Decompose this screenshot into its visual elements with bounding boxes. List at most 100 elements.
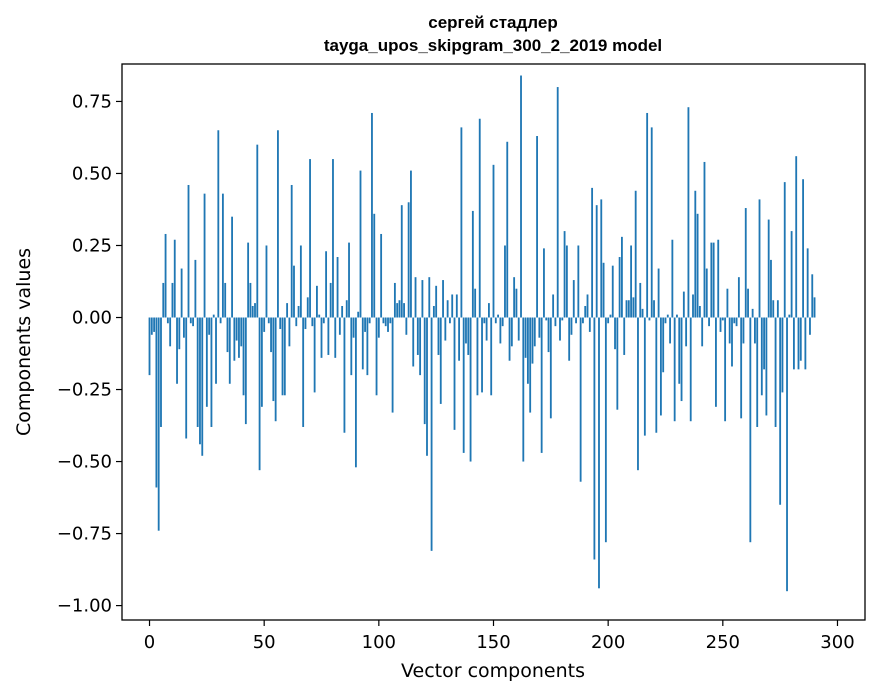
bar-component-100 (377, 317, 380, 338)
bar-component-135 (458, 317, 461, 361)
bar-component-113 (407, 202, 410, 318)
y-tick-label: 0.00 (72, 308, 112, 329)
bar-component-121 (426, 317, 428, 456)
bar-component-217 (646, 112, 649, 318)
bar-component-244 (708, 317, 710, 327)
bar-component-119 (421, 280, 424, 318)
bar-component-179 (559, 317, 561, 341)
bar-component-78 (327, 317, 330, 355)
bar-component-125 (435, 285, 438, 318)
bar-component-211 (632, 297, 635, 318)
bar-component-101 (380, 233, 383, 318)
bar-component-151 (494, 317, 497, 324)
bar-component-223 (659, 317, 662, 416)
y-tick-label: −1.00 (57, 596, 112, 617)
bar-component-89 (352, 317, 355, 338)
bar-component-81 (334, 317, 337, 358)
bar-component-238 (694, 190, 697, 318)
bar-component-246 (712, 242, 715, 318)
bar-component-57 (279, 317, 282, 330)
bar-component-249 (719, 317, 722, 332)
bar-component-1 (150, 317, 153, 335)
bar-component-86 (345, 300, 348, 318)
bar-component-214 (639, 282, 642, 318)
bar-component-92 (359, 170, 362, 318)
bar-component-16 (185, 317, 188, 439)
bar-component-216 (643, 317, 646, 436)
bar-component-22 (199, 317, 201, 445)
bar-component-163 (522, 317, 525, 462)
bar-component-5 (160, 317, 162, 427)
bar-component-191 (586, 294, 589, 318)
bar-component-259 (742, 317, 745, 344)
bar-component-17 (187, 184, 190, 318)
bar-component-255 (733, 317, 736, 324)
bar-component-73 (316, 285, 318, 318)
bar-component-235 (687, 107, 690, 318)
x-tick-label: 200 (591, 632, 625, 653)
bar-component-95 (366, 317, 369, 376)
bar-component-0 (148, 317, 151, 376)
bar-component-200 (607, 317, 610, 324)
bar-component-195 (595, 205, 598, 318)
bar-component-33 (224, 282, 227, 318)
bar-component-192 (588, 317, 591, 332)
bar-component-99 (375, 317, 378, 396)
bar-component-221 (655, 317, 658, 433)
bar-component-130 (446, 300, 449, 318)
bar-component-270 (767, 219, 770, 318)
bar-component-53 (270, 317, 272, 353)
bar-component-185 (572, 280, 575, 318)
bar-component-43 (247, 242, 250, 318)
bar-component-148 (488, 303, 490, 318)
bar-component-109 (398, 300, 401, 318)
bar-component-222 (657, 268, 660, 318)
x-tick-label: 150 (476, 632, 510, 653)
bar-component-30 (217, 130, 220, 318)
bar-component-83 (338, 317, 341, 335)
bar-component-64 (295, 317, 298, 327)
bar-component-82 (336, 257, 339, 318)
bar-component-126 (437, 317, 440, 355)
bar-component-27 (210, 317, 213, 427)
bar-component-117 (416, 317, 419, 355)
bar-component-288 (809, 317, 811, 335)
bar-component-40 (240, 317, 243, 347)
bar-component-52 (267, 317, 270, 324)
bar-component-12 (176, 317, 178, 384)
bar-component-212 (634, 190, 637, 318)
y-tick-label: −0.75 (57, 524, 112, 545)
bar-component-279 (788, 314, 791, 318)
bar-component-198 (602, 262, 605, 318)
bar-component-110 (400, 205, 403, 318)
bar-component-209 (627, 300, 630, 318)
bar-component-70 (309, 159, 311, 318)
bar-component-184 (570, 317, 573, 335)
bar-component-118 (419, 317, 422, 376)
bar-component-156 (506, 141, 509, 318)
bar-component-155 (504, 245, 506, 318)
bar-component-127 (439, 317, 442, 404)
bar-component-154 (501, 317, 504, 327)
bar-component-173 (545, 317, 548, 321)
bar-component-67 (302, 317, 305, 427)
bar-component-10 (171, 282, 174, 318)
bar-component-171 (540, 317, 543, 453)
bar-component-282 (795, 156, 798, 318)
bar-component-158 (510, 317, 513, 347)
bar-component-29 (215, 317, 217, 384)
bar-component-254 (731, 317, 733, 367)
bar-component-39 (238, 317, 240, 358)
bar-component-59 (283, 317, 286, 396)
bar-component-132 (451, 294, 454, 318)
bar-component-88 (350, 317, 353, 376)
bar-component-170 (538, 317, 541, 338)
bar-component-69 (306, 297, 309, 318)
bar-component-265 (756, 317, 759, 427)
bar-component-208 (625, 300, 628, 318)
bar-component-188 (579, 317, 582, 482)
bar-component-196 (598, 317, 600, 589)
bar-component-205 (618, 257, 621, 318)
bar-component-19 (192, 317, 194, 327)
plot-area-frame (121, 63, 866, 621)
